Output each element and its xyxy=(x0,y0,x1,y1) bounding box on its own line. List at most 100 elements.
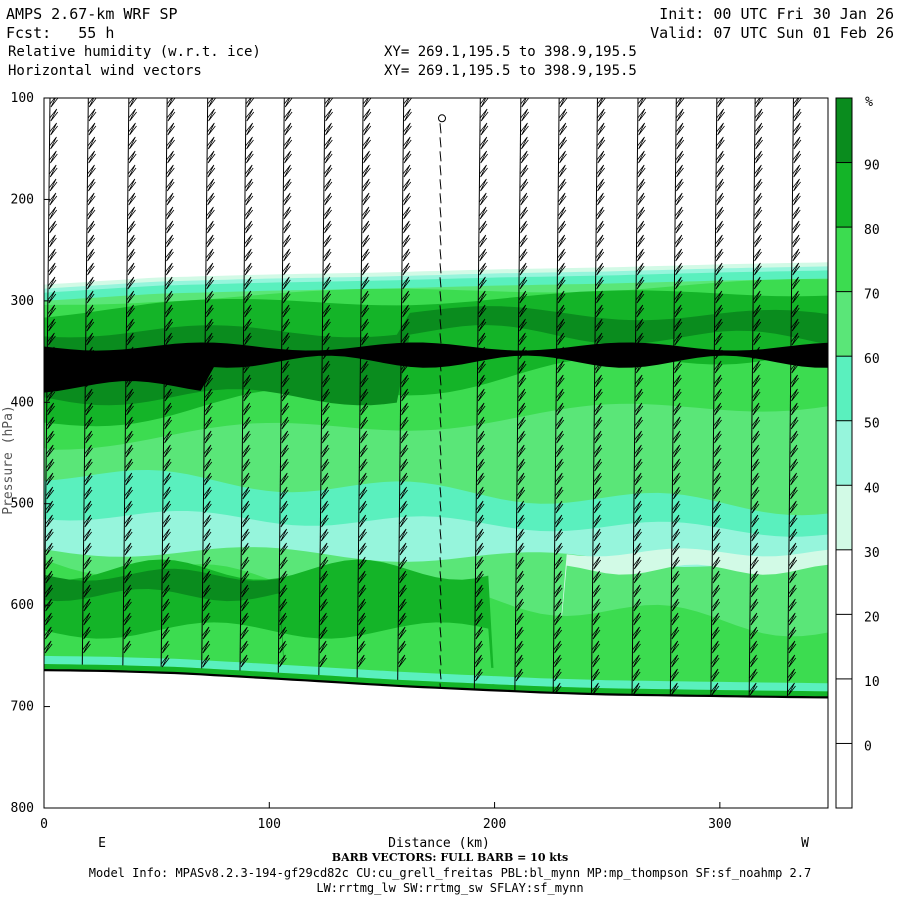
barb-flag xyxy=(163,430,172,444)
barb-flag xyxy=(84,388,94,402)
barb-flag xyxy=(47,290,57,304)
barb-flag xyxy=(594,388,603,402)
barb-flag xyxy=(517,360,527,374)
barb-flag xyxy=(400,360,410,374)
barb-flag xyxy=(240,612,249,626)
barb-shaft xyxy=(439,263,442,274)
barb-flag xyxy=(671,514,681,528)
barb-flag xyxy=(634,374,644,388)
barb-shaft xyxy=(439,179,442,190)
barb-flag xyxy=(475,542,485,556)
barb-flag xyxy=(519,206,528,220)
barb-flag xyxy=(591,682,600,696)
barb-flag xyxy=(749,598,759,612)
barb-flag xyxy=(752,304,762,318)
barb-flag xyxy=(203,444,213,458)
barb-flag xyxy=(320,472,330,486)
barb-flag xyxy=(82,584,92,598)
barb-flag xyxy=(556,332,566,346)
barb-flag xyxy=(674,248,684,262)
terrain-line xyxy=(44,669,828,699)
barb-flag xyxy=(124,514,133,528)
barb-flag xyxy=(398,570,408,584)
rh-band-90-100 xyxy=(44,306,828,406)
x-tick-label: 0 xyxy=(40,817,48,832)
barb-flag xyxy=(714,276,724,290)
x-tick-label: 300 xyxy=(708,817,731,832)
barb-flag xyxy=(83,556,92,570)
barb-flag xyxy=(126,304,135,318)
barb-flag xyxy=(593,430,603,444)
barb-flag xyxy=(358,500,368,514)
barb-flag xyxy=(123,528,133,542)
barb-flag xyxy=(475,556,484,570)
x-tick-label: 200 xyxy=(483,817,506,832)
colorbar-label: 30 xyxy=(864,546,880,561)
barb-flag xyxy=(474,626,484,640)
barb-flag xyxy=(592,514,602,528)
barb-flag xyxy=(595,234,605,248)
barb-flag xyxy=(46,360,56,374)
barb-flag xyxy=(516,472,526,486)
barb-flag xyxy=(123,570,133,584)
barb-flag xyxy=(593,416,603,430)
barb-flag xyxy=(595,220,605,234)
barb-flag xyxy=(283,108,293,122)
barb-flag xyxy=(672,416,682,430)
barb-flag xyxy=(553,570,563,584)
barb-flag xyxy=(205,276,215,290)
barb-shaft xyxy=(439,389,442,400)
barb-flag xyxy=(320,514,329,528)
barb-shaft xyxy=(439,585,442,596)
barb-flag xyxy=(357,612,367,626)
barb-flag xyxy=(82,626,91,640)
barb-flag xyxy=(165,178,175,192)
colorbar-swatch xyxy=(836,98,852,163)
barb-column xyxy=(44,98,59,665)
barb-flag xyxy=(322,276,332,290)
colorbar-label: 10 xyxy=(864,675,880,690)
colorbar-swatch xyxy=(836,743,852,808)
barb-flag xyxy=(552,682,562,696)
barb-flag xyxy=(715,164,725,178)
barb-flag xyxy=(596,178,605,192)
barb-flag xyxy=(127,206,136,220)
barb-flag xyxy=(48,220,57,234)
barb-flag xyxy=(750,500,760,514)
barb-flag xyxy=(323,178,333,192)
barb-flag xyxy=(82,640,91,654)
barb-shaft xyxy=(439,417,442,428)
barb-flag xyxy=(402,164,412,178)
barb-flag xyxy=(635,346,644,360)
barb-flag xyxy=(788,570,797,584)
barb-flag xyxy=(320,444,330,458)
barb-flag xyxy=(323,220,332,234)
barb-flag xyxy=(124,444,134,458)
barb-flag xyxy=(49,136,58,150)
barb-flag xyxy=(46,388,56,402)
colorbar-frame xyxy=(835,97,853,809)
barb-flag xyxy=(828,641,836,653)
barb-flag xyxy=(402,178,412,192)
barb-flag xyxy=(205,262,215,276)
barb-flag xyxy=(281,318,291,332)
barb-flag xyxy=(474,640,484,654)
barb-flag xyxy=(362,164,371,178)
barb-flag xyxy=(711,626,720,640)
barb-flag xyxy=(321,360,331,374)
barb-shaft xyxy=(439,235,442,246)
barb-flag xyxy=(671,542,681,556)
barb-flag xyxy=(47,248,57,262)
barb-flag xyxy=(279,486,289,500)
barb-flag xyxy=(358,486,368,500)
barb-flag xyxy=(636,164,646,178)
barb-flag xyxy=(123,584,132,598)
barb-flag xyxy=(792,136,802,150)
barb-column xyxy=(81,98,97,665)
barb-shaft xyxy=(439,487,442,498)
barb-flag xyxy=(206,164,216,178)
y-tick-label: 500 xyxy=(11,497,34,512)
barb-flag xyxy=(787,612,797,626)
barb-flag xyxy=(398,528,408,542)
barb-shaft xyxy=(397,98,405,680)
